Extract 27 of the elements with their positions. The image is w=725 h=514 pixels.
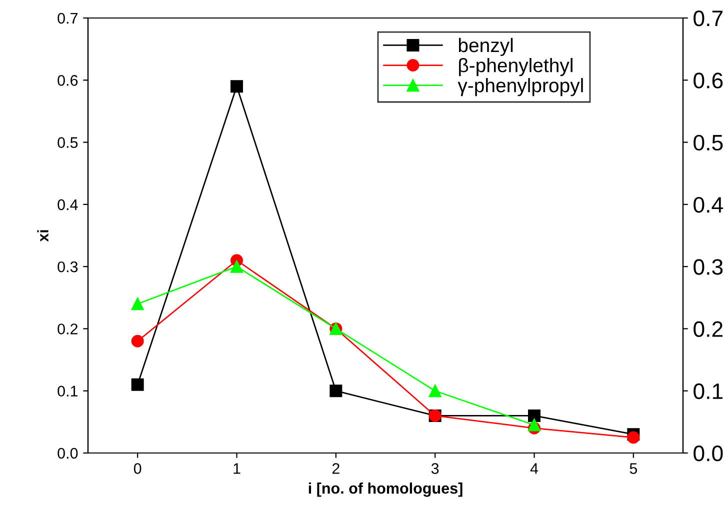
legend-label: γ-phenylpropyl (458, 78, 583, 96)
legend-label: benzyl (458, 38, 513, 56)
x-tick-label: 0 (134, 463, 142, 474)
y2-tick-label: 0.5 (694, 134, 723, 151)
y-tick-label: 0.2 (58, 324, 78, 334)
y-axis-title: xi (37, 230, 48, 242)
y-tick-label: 0.7 (58, 12, 78, 24)
y2-tick-label: 0.1 (694, 383, 723, 400)
x-tick-label: 4 (530, 463, 538, 474)
y2-tick-label: 0.6 (694, 72, 723, 88)
y2-tick-label: 0.7 (694, 10, 722, 26)
x-tick-label: 5 (630, 463, 638, 474)
y2-tick-label: 0.0 (694, 446, 723, 462)
y-tick-label: 0.5 (58, 137, 78, 148)
y-tick-label: 0.4 (58, 199, 78, 210)
y-tick-label: 0.6 (58, 75, 78, 86)
y-tick-label: 0.0 (58, 448, 78, 459)
x-tick-label: 1 (234, 463, 240, 474)
y2-tick-label: 0.4 (694, 196, 723, 213)
y2-tick-label: 0.2 (694, 321, 722, 337)
y2-tick-label: 0.3 (694, 259, 723, 275)
y-tick-label: 0.3 (58, 261, 78, 272)
x-axis-title: i [no. of homologues] (308, 482, 462, 497)
legend-label: β-phenylethyl (459, 58, 572, 76)
y-tick-label: 0.1 (58, 386, 78, 397)
x-tick-label: 3 (431, 463, 439, 474)
x-tick-label: 2 (332, 463, 340, 474)
